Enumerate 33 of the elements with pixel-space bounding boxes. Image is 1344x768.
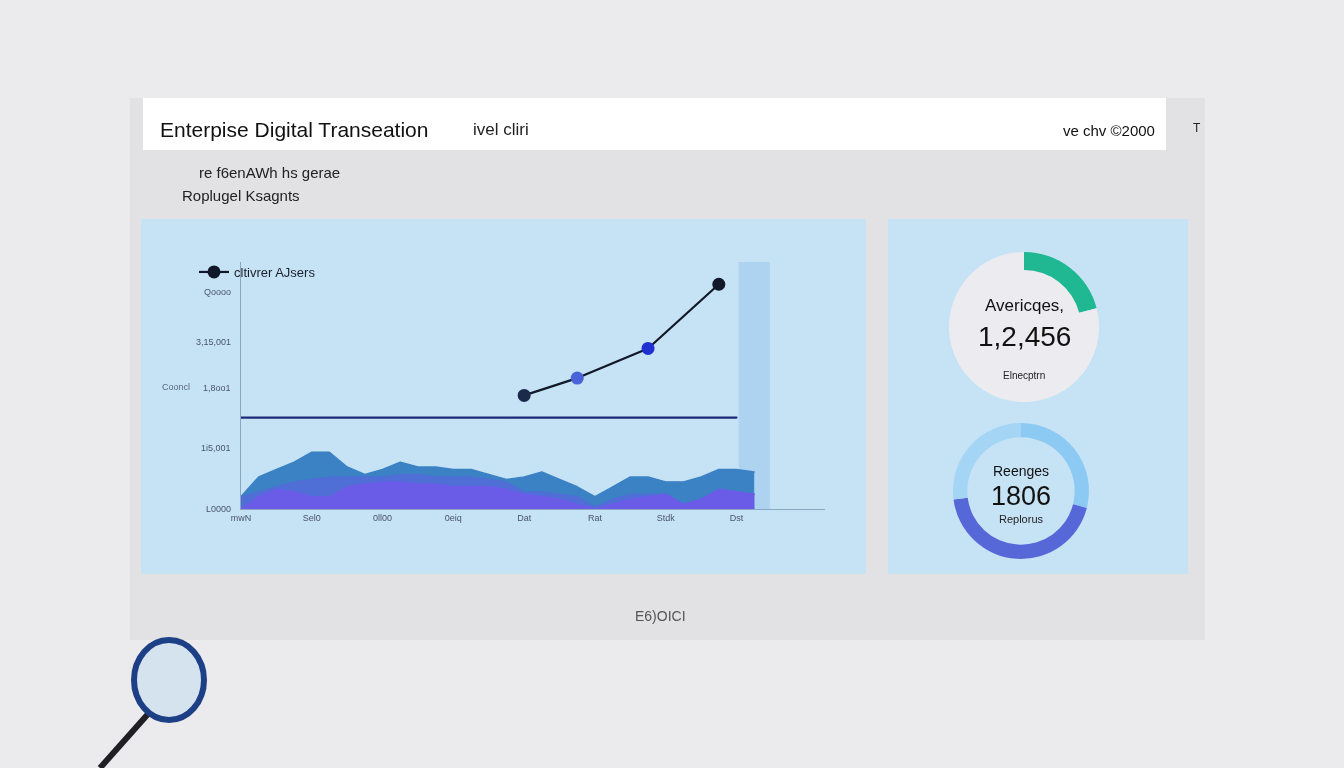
text: Roplugel Ksagnts xyxy=(182,187,300,204)
text: ve chv ©2000 xyxy=(1063,122,1155,139)
text: E6)OICI xyxy=(635,608,686,624)
legend-label: cltivrer AJsers xyxy=(234,265,316,281)
text: Reenges xyxy=(993,463,1050,479)
x-tick-label: Dst xyxy=(729,512,744,523)
text: Elnecptrn xyxy=(1003,370,1046,381)
text: Qoooo xyxy=(204,287,232,297)
point xyxy=(517,388,531,402)
text: Avericqes, xyxy=(985,296,1065,315)
text: 1,2,456 xyxy=(978,321,1072,352)
text: Enterpise Digital Transeation xyxy=(160,118,429,141)
text: 3,15,001 xyxy=(196,337,232,347)
x-tick-label: 0ll00 xyxy=(373,512,393,523)
text: re f6enAWh hs gerae xyxy=(199,164,341,181)
y-axis-title: Cooncl xyxy=(162,382,191,392)
x-tick-label: Rat xyxy=(587,512,603,523)
point xyxy=(712,277,726,291)
text: 1806 xyxy=(991,481,1052,511)
point xyxy=(641,341,655,355)
x-tick-label: Dat xyxy=(517,512,532,523)
text: Replorus xyxy=(999,513,1044,525)
text: T xyxy=(1193,121,1201,135)
text: 1,8oo1 xyxy=(203,383,231,393)
text: ivel cliri xyxy=(473,120,529,139)
x-tick-label: Stdk xyxy=(656,512,676,523)
x-tick-label: mwN xyxy=(230,512,252,523)
point xyxy=(570,371,584,385)
x-tick-label: 0eiq xyxy=(444,512,462,523)
text: L0000 xyxy=(206,504,232,514)
donut-slice xyxy=(949,252,1099,402)
text: 1i5,001 xyxy=(201,443,231,453)
x-tick-label: Sel0 xyxy=(302,512,321,523)
